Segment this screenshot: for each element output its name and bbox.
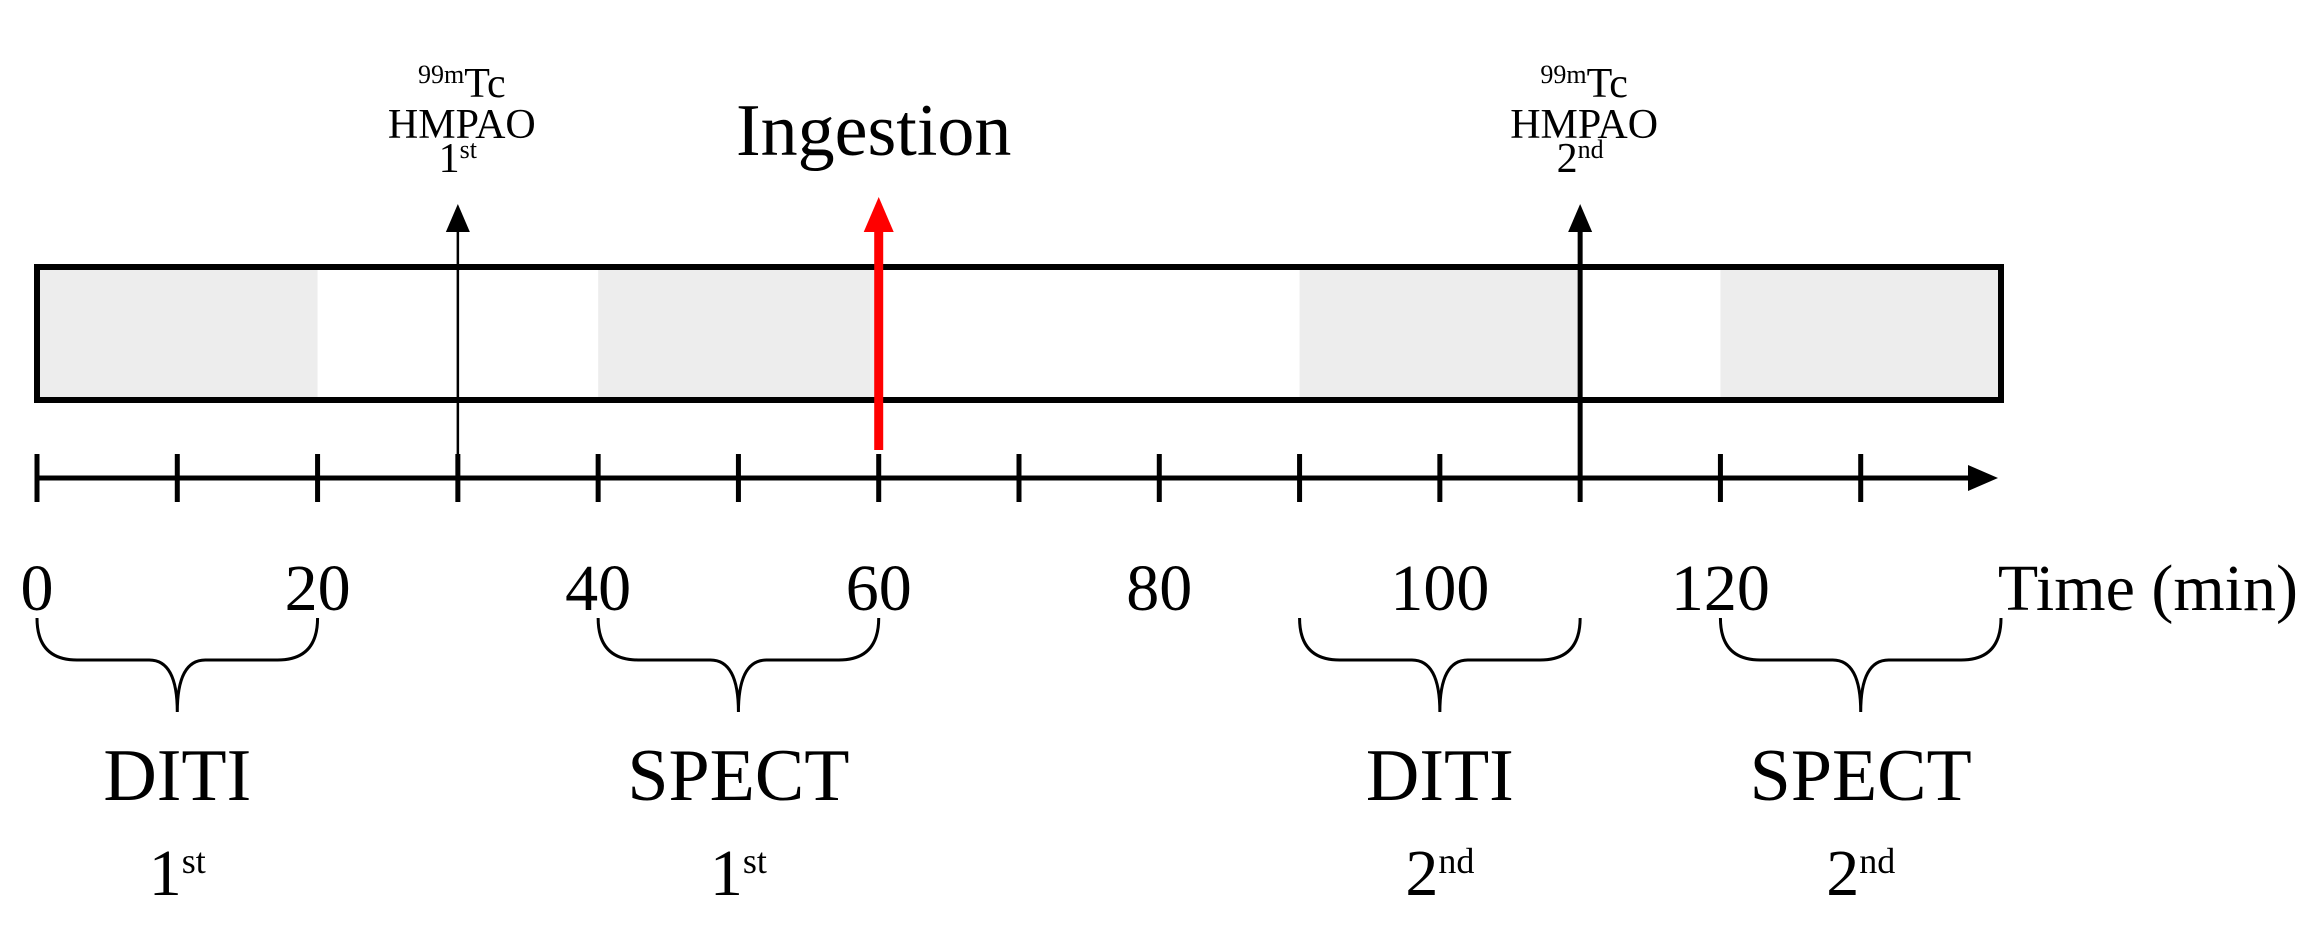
isotope-label: 99mTc bbox=[1540, 60, 1628, 107]
timeline-bar-frame bbox=[34, 264, 2004, 403]
tick-label-80: 80 bbox=[1126, 552, 1192, 625]
phase-shade-1 bbox=[37, 267, 318, 400]
phase-4: SPECT 2nd bbox=[1718, 617, 2003, 910]
phase-name: SPECT bbox=[627, 735, 849, 817]
phase-brace bbox=[1718, 617, 2003, 713]
injection-arrow-head bbox=[1568, 204, 1593, 232]
event-2: Ingestion bbox=[736, 90, 1011, 450]
time-axis bbox=[34, 454, 1998, 502]
tick-label-20: 20 bbox=[285, 552, 351, 625]
phase-brace bbox=[1298, 617, 1582, 713]
ingestion-arrow-head bbox=[863, 197, 894, 232]
axis-label: Time (min) bbox=[1998, 552, 2298, 625]
tick-label-60: 60 bbox=[846, 552, 912, 625]
phase-ordinal: 1st bbox=[149, 837, 206, 910]
tick-labels: 0 20 40 60 80 100 120 bbox=[21, 552, 1770, 625]
phase-shade-4 bbox=[1720, 267, 2001, 400]
tick-label-100: 100 bbox=[1390, 552, 1489, 625]
phase-name: SPECT bbox=[1750, 735, 1972, 817]
injection-ordinal: 1st bbox=[439, 135, 478, 182]
tick-label-120: 120 bbox=[1671, 552, 1770, 625]
phase-1: DITI 1st bbox=[35, 617, 320, 910]
axis-arrowhead bbox=[1968, 465, 1998, 491]
agent-label: HMPAO bbox=[388, 102, 536, 148]
phase-ordinal: 1st bbox=[710, 837, 767, 910]
tick-label-40: 40 bbox=[565, 552, 631, 625]
phase-shade-2 bbox=[598, 267, 879, 400]
phase-3: DITI 2nd bbox=[1298, 617, 1582, 910]
phase-ordinal: 2nd bbox=[1826, 837, 1895, 910]
phase-name: DITI bbox=[103, 735, 251, 817]
injection-ordinal: 2nd bbox=[1557, 135, 1604, 182]
ingestion-label: Ingestion bbox=[736, 90, 1011, 172]
agent-label: HMPAO bbox=[1510, 102, 1658, 148]
phase-2: SPECT 1st bbox=[596, 617, 881, 910]
phase-shade-3 bbox=[1299, 267, 1581, 400]
tick-label-0: 0 bbox=[21, 552, 54, 625]
phase-brace bbox=[596, 617, 881, 713]
phase-brace bbox=[35, 617, 320, 713]
phase-shades bbox=[37, 267, 2001, 400]
phase-braces: DITI 1st SPECT 1st DITI 2nd SPECT 2nd bbox=[35, 617, 2003, 910]
isotope-label: 99mTc bbox=[418, 60, 506, 107]
phase-name: DITI bbox=[1366, 735, 1514, 817]
phase-ordinal: 2nd bbox=[1405, 837, 1474, 910]
injection-arrow-head bbox=[445, 204, 470, 232]
